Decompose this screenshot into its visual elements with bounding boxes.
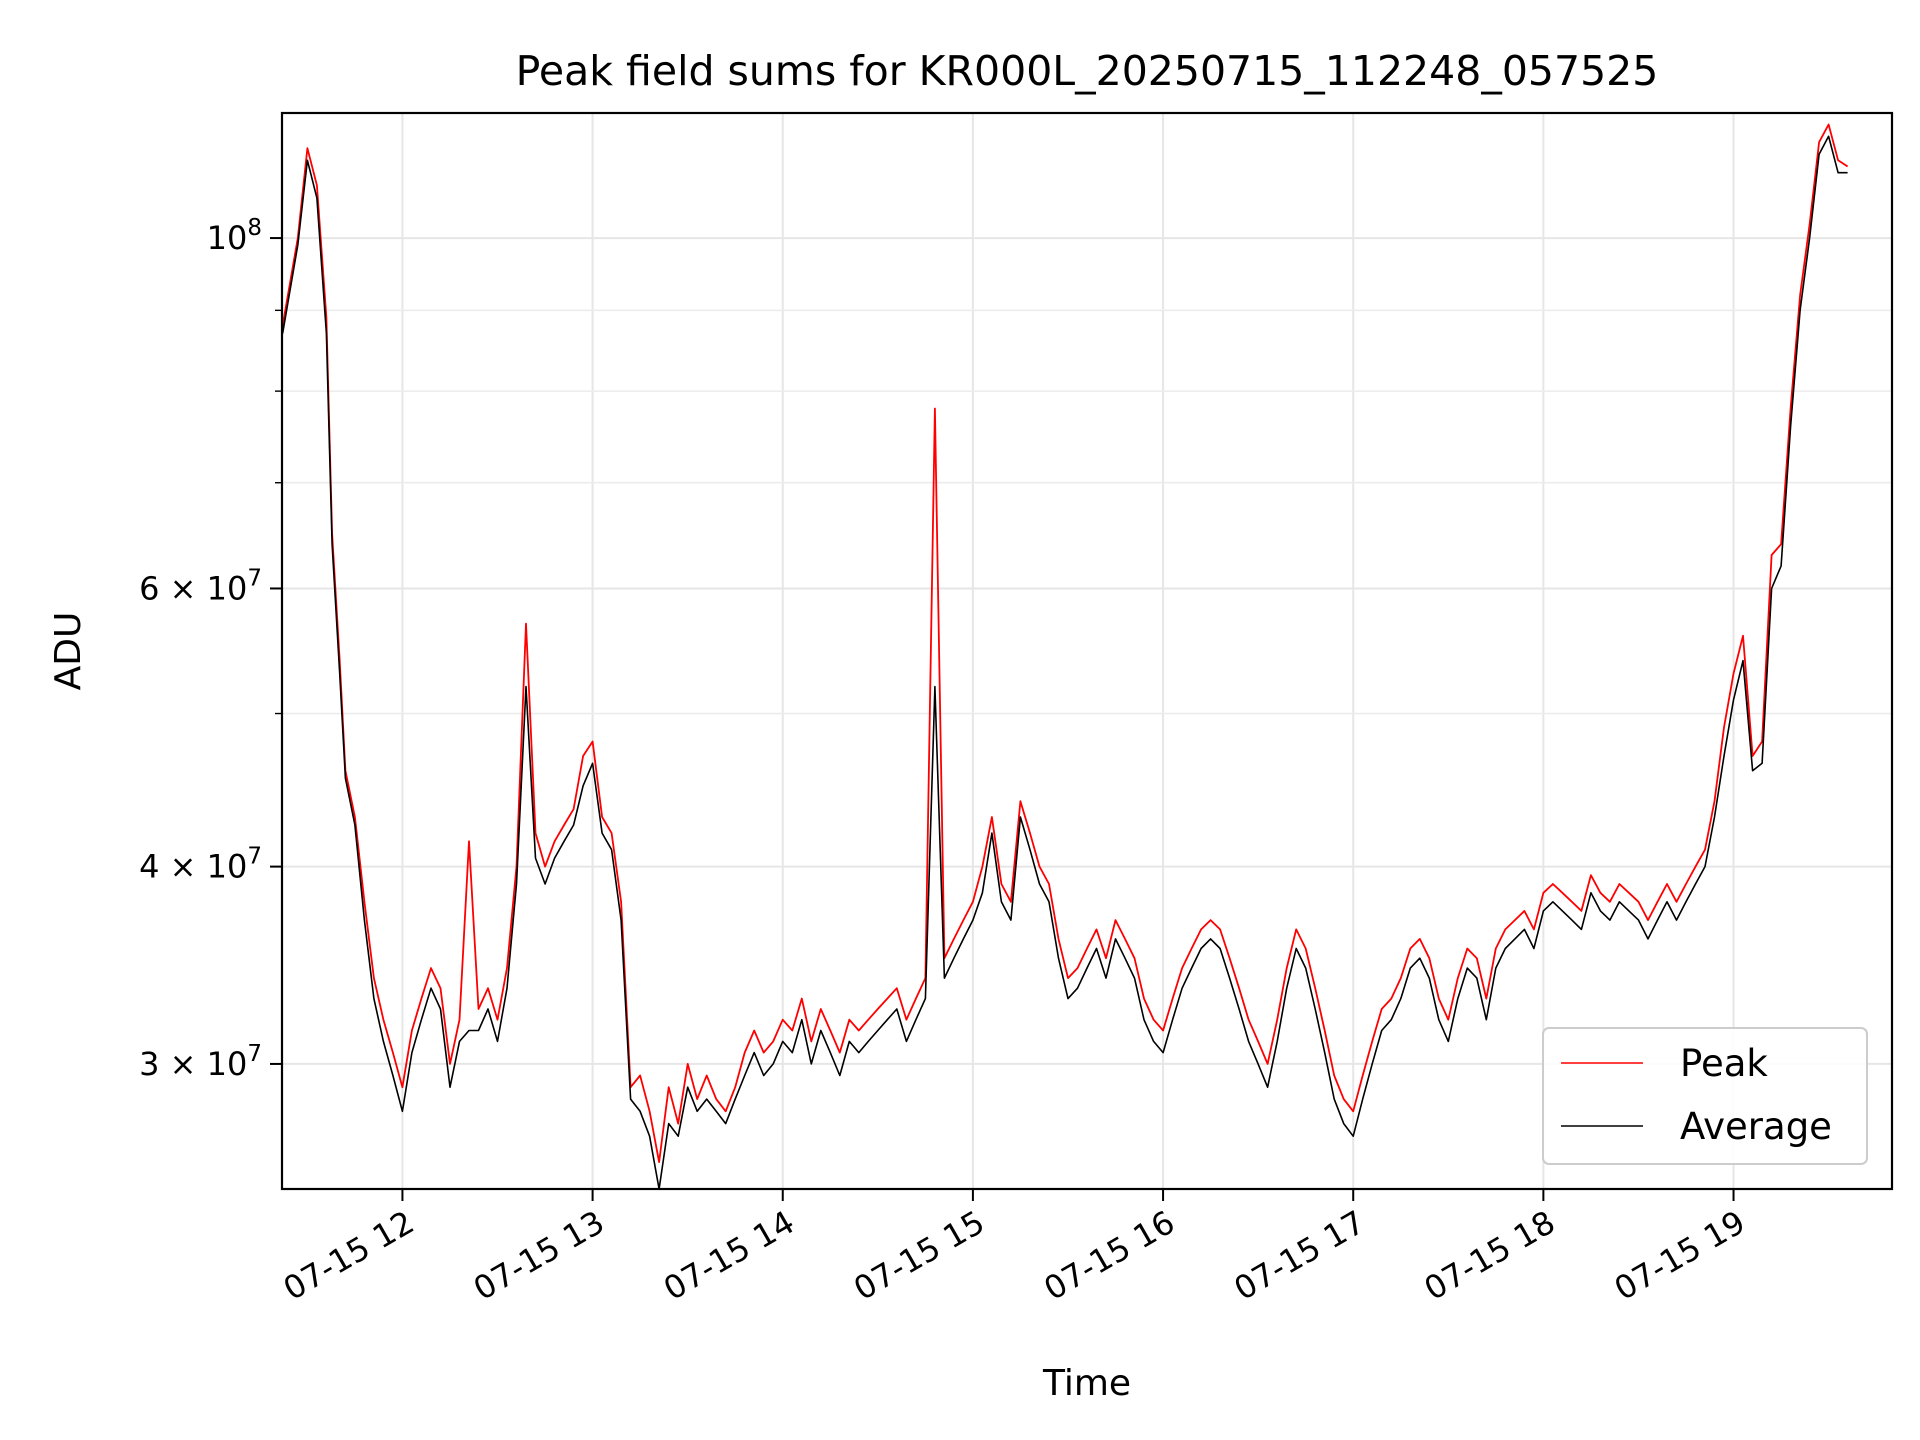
x-tick-label: 07-15 18 <box>1418 1203 1562 1308</box>
legend: Peak Average <box>1542 1027 1868 1165</box>
series-layer <box>282 123 1849 1189</box>
y-tick-label: 3 × 107 <box>139 1041 262 1083</box>
x-axis-ticks: 07-15 12 07-15 13 07-15 14 07-15 15 07-15 16… <box>277 1189 1752 1308</box>
series-line-average <box>282 135 1848 1189</box>
x-tick-label: 07-15 17 <box>1228 1203 1372 1308</box>
x-tick-label: 07-15 16 <box>1037 1203 1181 1308</box>
y-tick-label: 6 × 107 <box>139 565 262 607</box>
legend-peak-label: Peak <box>1680 1042 1768 1085</box>
plot-frame <box>280 111 1894 1191</box>
legend-box <box>1542 1027 1868 1165</box>
series-line-peak <box>282 123 1849 1163</box>
x-tick-label: 07-15 15 <box>847 1203 991 1308</box>
y-axis-label: ADU <box>48 612 89 691</box>
y-tick-label: 4 × 107 <box>139 844 262 886</box>
x-tick-label: 07-15 19 <box>1608 1203 1752 1308</box>
legend-average-label: Average <box>1680 1105 1832 1148</box>
y-tick-label: 108 <box>207 215 262 257</box>
x-tick-label: 07-15 12 <box>277 1203 421 1308</box>
y-axis-ticks: 3 × 107 4 × 107 6 × 107 108 <box>139 215 282 1083</box>
x-tick-label: 07-15 14 <box>657 1203 801 1308</box>
x-axis-label: Time <box>1042 1363 1131 1404</box>
chart-title: Peak field sums for KR000L_20250715_1122… <box>516 47 1659 95</box>
x-tick-label: 07-15 13 <box>467 1203 611 1308</box>
